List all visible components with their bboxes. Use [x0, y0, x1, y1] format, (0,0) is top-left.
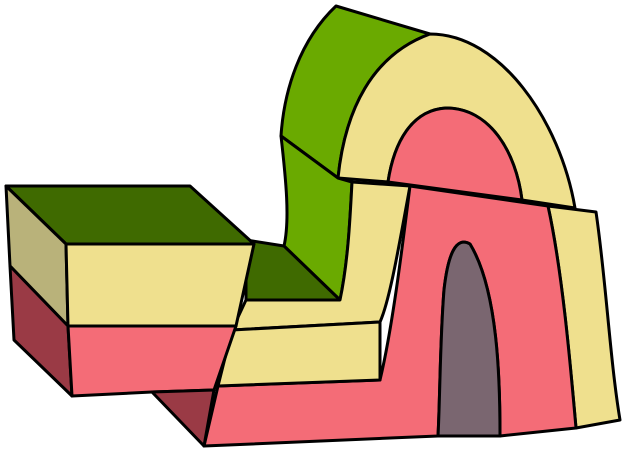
gray-core-layer [436, 240, 502, 438]
block-front-yellow [64, 242, 256, 328]
lower-step-shadow [150, 388, 216, 448]
arch-pink-layer [386, 106, 524, 202]
block-front-pink [66, 324, 238, 398]
step-yellow-layer [216, 320, 382, 388]
